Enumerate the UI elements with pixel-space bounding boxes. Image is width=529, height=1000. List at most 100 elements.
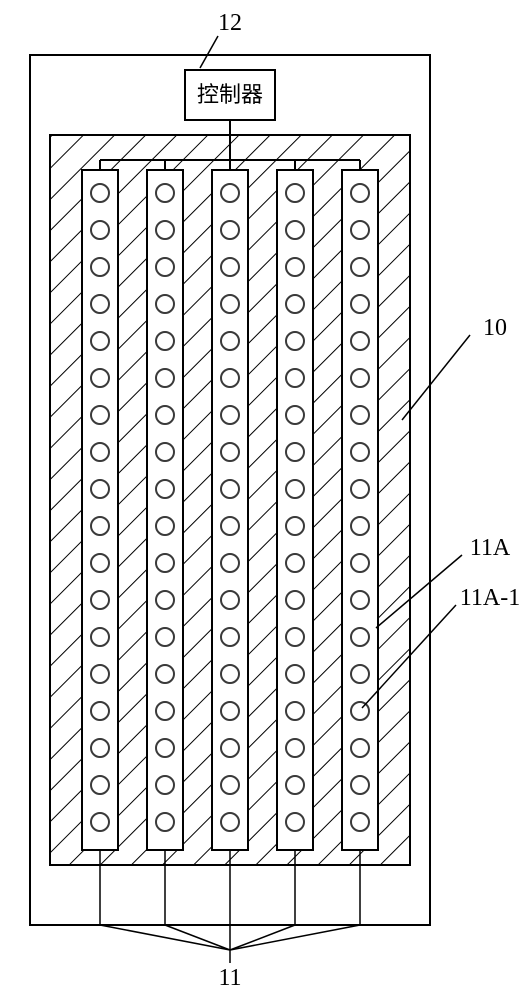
led-circle: [221, 813, 239, 831]
led-circle: [156, 480, 174, 498]
led-circle: [156, 665, 174, 683]
led-circle: [156, 369, 174, 387]
led-circle: [221, 739, 239, 757]
led-circle: [156, 554, 174, 572]
led-circle: [286, 184, 304, 202]
led-circle: [91, 591, 109, 609]
led-circle: [286, 591, 304, 609]
led-circle: [221, 295, 239, 313]
led-circle: [156, 332, 174, 350]
led-circle: [156, 517, 174, 535]
diagram-svg: 控制器 12 10 11A 11A-1 11: [0, 0, 529, 1000]
led-circle: [286, 480, 304, 498]
led-circle: [351, 554, 369, 572]
ref-11A-label: 11A: [470, 535, 511, 561]
led-circle: [221, 628, 239, 646]
led-circle: [286, 665, 304, 683]
led-circle: [91, 295, 109, 313]
ref-12-label: 12: [218, 10, 242, 36]
led-circle: [221, 517, 239, 535]
led-circle: [91, 554, 109, 572]
led-circle: [351, 406, 369, 424]
ref-11A-1-label: 11A-1: [460, 585, 520, 611]
bottom-converge: [100, 925, 230, 950]
led-circle: [286, 739, 304, 757]
bottom-converge: [165, 925, 230, 950]
led-circle: [286, 258, 304, 276]
led-circle: [286, 332, 304, 350]
led-circle: [221, 591, 239, 609]
led-circle: [286, 406, 304, 424]
ref-10-label: 10: [483, 315, 507, 341]
led-circle: [221, 406, 239, 424]
led-circle: [351, 369, 369, 387]
led-circle: [351, 480, 369, 498]
led-circle: [286, 813, 304, 831]
led-circle: [91, 480, 109, 498]
led-circle: [221, 554, 239, 572]
led-circle: [351, 184, 369, 202]
led-circle: [286, 369, 304, 387]
ref-11-label: 11: [218, 965, 241, 991]
led-circle: [156, 739, 174, 757]
led-circle: [351, 702, 369, 720]
led-circle: [221, 369, 239, 387]
led-circle: [91, 406, 109, 424]
led-circle: [286, 628, 304, 646]
led-circle: [91, 258, 109, 276]
led-circle: [351, 221, 369, 239]
led-circle: [91, 813, 109, 831]
led-circle: [91, 628, 109, 646]
led-circle: [156, 295, 174, 313]
led-circle: [156, 591, 174, 609]
led-circle: [156, 184, 174, 202]
led-circle: [351, 295, 369, 313]
led-circle: [221, 443, 239, 461]
led-circle: [351, 813, 369, 831]
led-circle: [91, 221, 109, 239]
bottom-converge: [230, 925, 295, 950]
led-circle: [221, 184, 239, 202]
led-circle: [351, 332, 369, 350]
led-circle: [91, 184, 109, 202]
led-circle: [91, 332, 109, 350]
controller-label: 控制器: [197, 82, 263, 107]
led-circle: [221, 665, 239, 683]
led-circle: [286, 554, 304, 572]
bottom-converge: [230, 925, 360, 950]
led-circle: [351, 665, 369, 683]
led-circle: [286, 702, 304, 720]
diagram-stage: 控制器 12 10 11A 11A-1 11: [0, 0, 529, 1000]
led-circle: [221, 332, 239, 350]
led-circle: [351, 628, 369, 646]
led-circle: [91, 665, 109, 683]
led-circle: [221, 776, 239, 794]
led-circle: [91, 517, 109, 535]
led-circle: [351, 776, 369, 794]
led-circle: [286, 221, 304, 239]
led-circle: [221, 258, 239, 276]
led-circle: [351, 258, 369, 276]
led-circle: [286, 443, 304, 461]
led-circle: [91, 702, 109, 720]
led-circle: [91, 776, 109, 794]
led-circle: [156, 443, 174, 461]
led-circle: [286, 295, 304, 313]
led-circle: [91, 443, 109, 461]
led-circle: [351, 443, 369, 461]
led-circle: [221, 702, 239, 720]
led-circle: [156, 776, 174, 794]
led-circle: [351, 739, 369, 757]
led-circle: [286, 776, 304, 794]
led-circle: [286, 517, 304, 535]
led-circle: [156, 628, 174, 646]
led-circle: [351, 517, 369, 535]
led-circle: [221, 480, 239, 498]
led-circle: [351, 591, 369, 609]
led-circle: [156, 813, 174, 831]
led-circle: [221, 221, 239, 239]
led-circle: [91, 739, 109, 757]
led-circle: [156, 702, 174, 720]
led-circle: [156, 258, 174, 276]
led-circle: [91, 369, 109, 387]
